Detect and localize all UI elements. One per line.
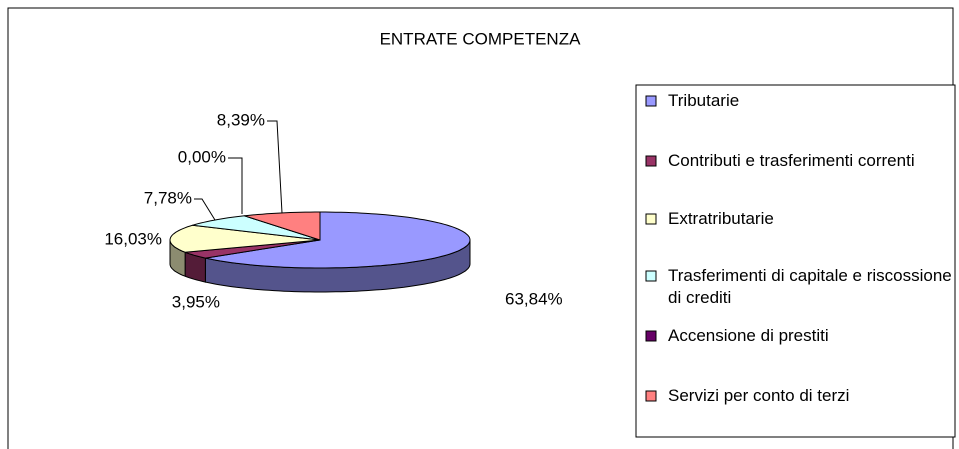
legend-box [635, 84, 956, 438]
legend-label: Accensione di prestiti [668, 326, 829, 345]
data-label: 7,78% [144, 188, 192, 207]
data-label: 63,84% [505, 289, 563, 308]
leader-line [267, 120, 283, 214]
data-label: 3,95% [172, 292, 220, 311]
legend-label: Extratributarie [668, 209, 774, 228]
data-label: 8,39% [217, 110, 265, 129]
slice [205, 211, 471, 269]
leader-line [194, 198, 216, 221]
legend-label: Trasferimenti di capitale e riscossione … [668, 266, 952, 307]
slice [244, 211, 321, 241]
legend-swatch [645, 155, 657, 167]
legend-swatch [645, 330, 657, 342]
slice [192, 215, 321, 241]
legend-label: Servizi per conto di terzi [668, 386, 850, 405]
leader-line [228, 157, 243, 214]
legend-label: Tributarie [668, 91, 740, 110]
legend-swatch [645, 213, 657, 225]
chart-title: ENTRATE COMPETENZA [380, 29, 582, 48]
legend-label: Contributi e trasferimenti correnti [668, 151, 915, 170]
legend-swatch [645, 270, 657, 282]
slice [184, 239, 321, 259]
slice [169, 224, 321, 253]
data-label: 0,00% [178, 147, 226, 166]
legend-swatch [645, 390, 657, 402]
legend-swatch [645, 95, 657, 107]
data-label: 16,03% [104, 229, 162, 248]
